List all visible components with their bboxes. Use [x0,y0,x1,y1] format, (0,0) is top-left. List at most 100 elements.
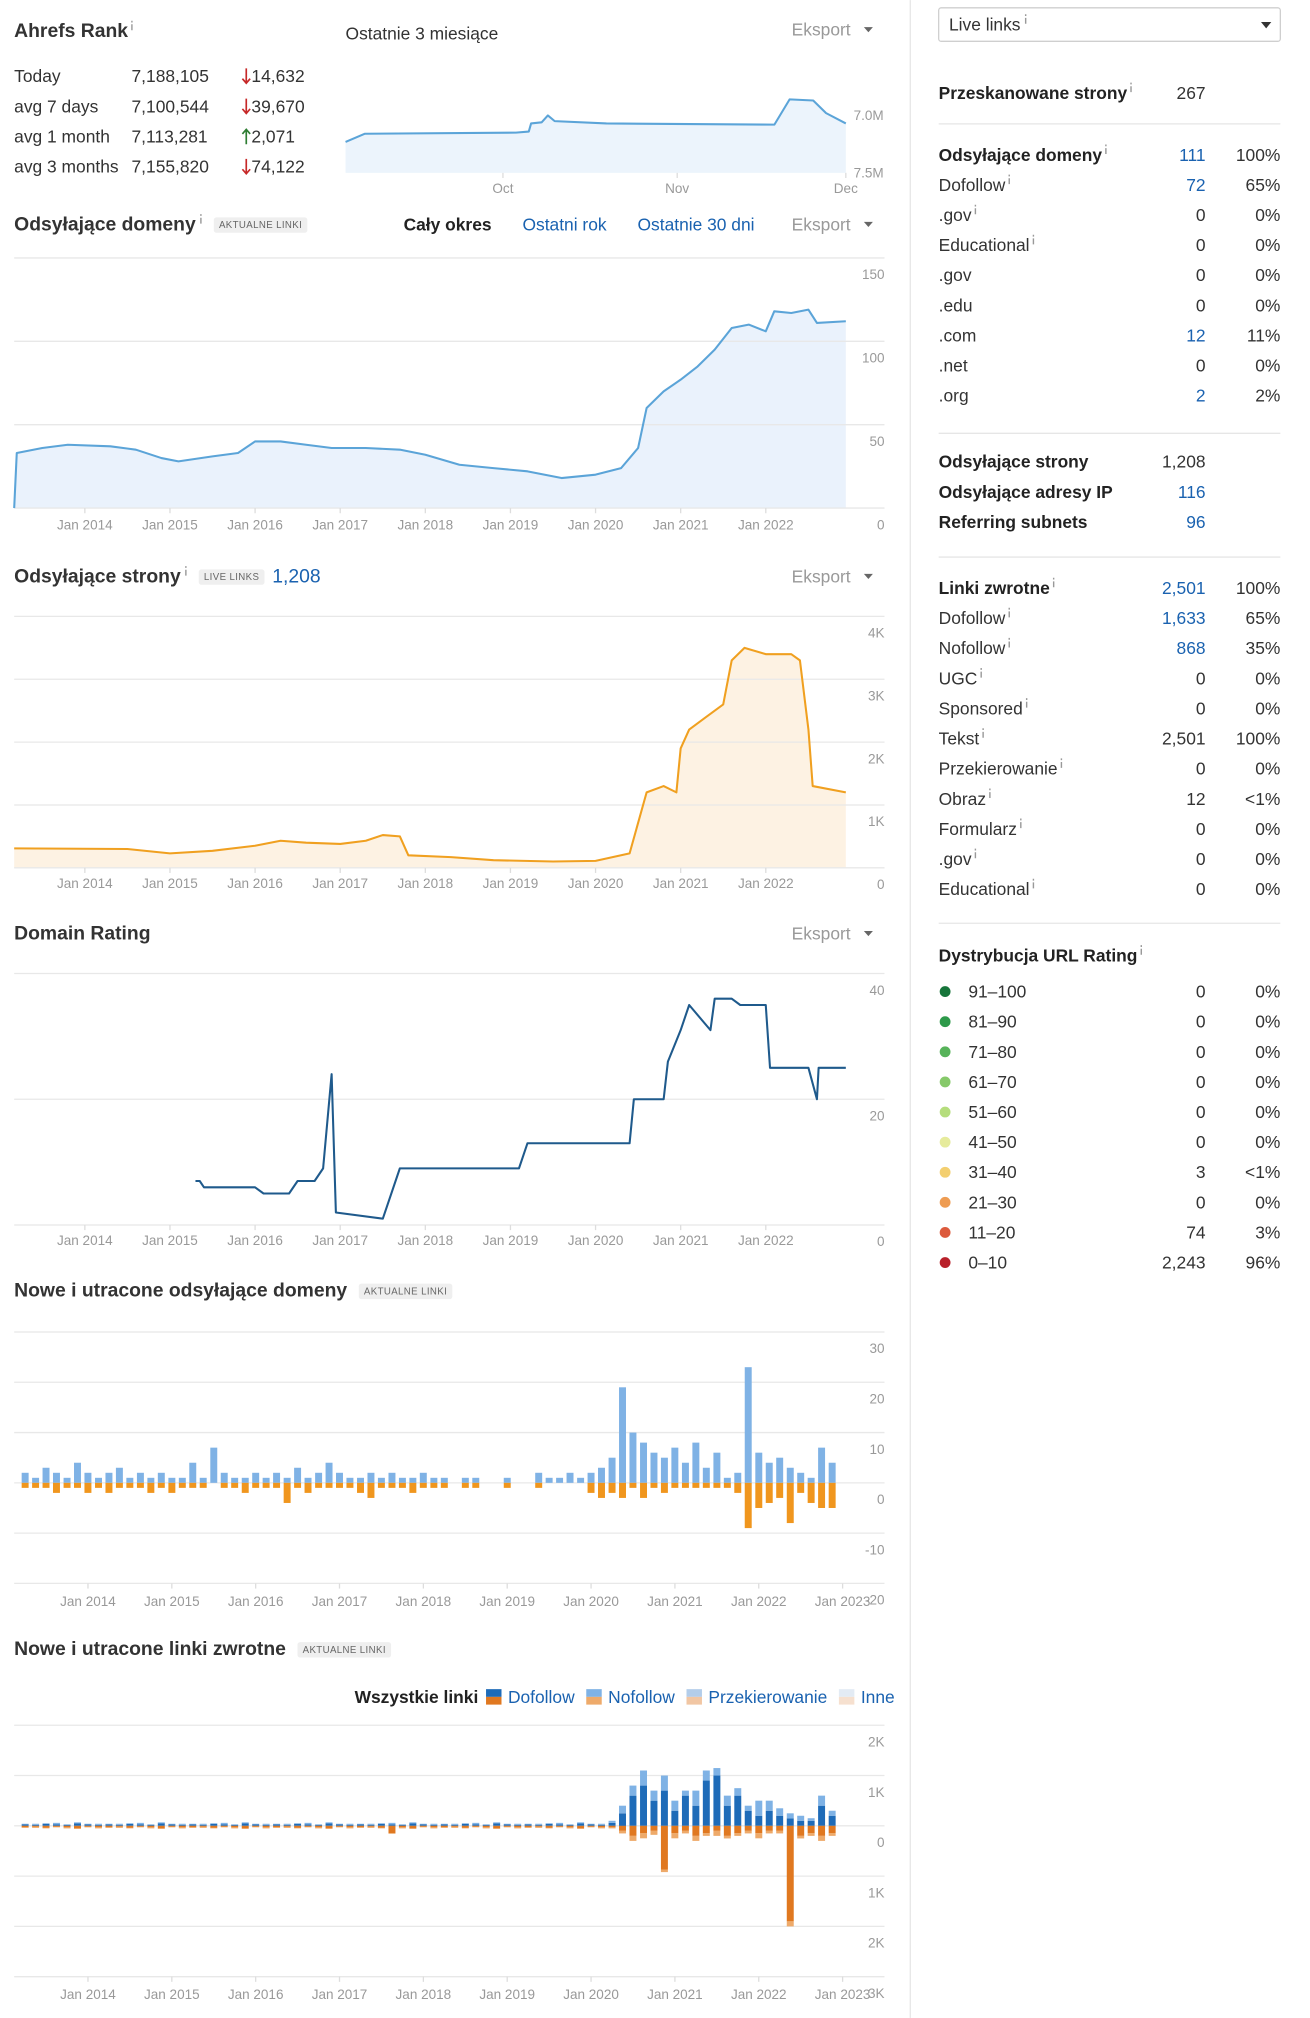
bar [713,1775,721,1826]
stat-value[interactable]: 2,501 [1162,578,1206,598]
stat-value[interactable]: 1,633 [1162,608,1206,628]
stat-share: 65% [1246,608,1281,628]
bar [723,1477,731,1483]
stat-value[interactable]: 2 [1196,386,1206,406]
bar [524,1825,532,1828]
bar [231,1824,239,1826]
stat-share: 100% [1236,729,1280,749]
bar [556,1824,564,1826]
stat-value[interactable]: 111 [1179,145,1205,165]
bar [702,1780,710,1826]
tab[interactable]: Ostatni rok [523,214,607,234]
export-button[interactable]: Eksport [792,924,851,944]
bar [377,1482,385,1488]
legend-item[interactable]: Przekierowanie [708,1687,827,1707]
bar [168,1823,176,1825]
bar [199,1482,207,1488]
stat-value[interactable]: 72 [1186,175,1205,195]
bar [273,1824,281,1826]
stat-share: 2% [1255,386,1280,406]
export-button[interactable]: Eksport [792,566,851,586]
bar [807,1477,815,1483]
tab[interactable]: Ostatnie 30 dni [638,214,755,234]
bar [692,1482,700,1488]
stat-value[interactable]: 12 [1186,325,1205,345]
bar [315,1824,323,1826]
bar [74,1828,81,1829]
bar [220,1482,228,1488]
legend-item[interactable]: Nofollow [608,1687,675,1707]
chart-title: Nowe i utracone odsyłające domeny [14,1280,347,1302]
section-title: Ahrefs Rank [14,20,128,42]
rank-label: Today [14,66,61,86]
bar [482,1825,490,1828]
bar [136,1472,144,1483]
x-tick-label: Jan 2015 [144,1594,200,1609]
tab[interactable]: Cały okres [404,214,492,234]
y-tick-label: 0 [877,1835,885,1850]
bar [95,1823,102,1825]
bar [346,1477,354,1483]
bar [640,1785,648,1826]
bar [723,1835,731,1839]
dropdown[interactable] [938,7,1281,42]
bar [598,1827,605,1829]
bar [147,1825,155,1828]
bar [681,1790,689,1796]
bar [692,1790,700,1806]
legend-item[interactable]: Inne [861,1687,895,1707]
bar [440,1827,448,1828]
stat-value[interactable]: 96 [1186,512,1205,532]
stat-label: .edu [939,295,973,315]
bar [587,1824,595,1826]
bar [776,1830,784,1834]
badge: AKTUALNE LINKI [364,1287,447,1298]
rating-label: 51–60 [968,1102,1016,1122]
bar [84,1825,92,1827]
rating-label: 71–80 [968,1042,1016,1062]
bar [409,1825,417,1829]
bar [619,1813,626,1826]
bar [702,1770,710,1781]
bar [178,1825,186,1828]
stat-value: 0 [1196,759,1206,779]
bar [828,1462,836,1483]
bar [136,1826,144,1828]
export-button[interactable]: Eksport [792,214,851,234]
rating-dot [939,986,951,998]
legend-swatch [838,1689,855,1697]
rating-value: 0 [1196,1102,1206,1122]
bar [189,1827,197,1828]
bar [241,1823,249,1826]
bar [52,1824,60,1826]
y-tick-label: 1K [868,814,885,829]
bar [252,1824,260,1826]
bar [577,1822,585,1824]
bar [608,1820,616,1823]
bar [828,1815,836,1826]
bar [325,1825,333,1829]
bar [210,1447,218,1483]
bar [545,1823,553,1824]
bar [461,1823,469,1826]
stat-label: Educational [939,235,1030,255]
bar [587,1825,595,1827]
bar [587,1472,595,1483]
bar [346,1827,354,1829]
export-button[interactable]: Eksport [792,20,851,40]
bar [660,1482,668,1493]
stat-value[interactable]: 116 [1178,482,1206,502]
stat-value[interactable]: 868 [1177,638,1206,658]
stat-value: 2,501 [1162,729,1206,749]
x-tick-label: Jan 2021 [647,1987,703,2002]
y-tick-label: 0 [877,877,885,892]
bar [157,1822,165,1824]
bar [671,1825,679,1834]
bar [168,1826,176,1828]
badge-bg [213,217,308,233]
stat-share: 0% [1255,295,1280,315]
rank-change: 14,632 [251,66,304,86]
legend-item[interactable]: Dofollow [508,1687,575,1707]
bar [514,1825,522,1828]
bar [115,1826,123,1828]
